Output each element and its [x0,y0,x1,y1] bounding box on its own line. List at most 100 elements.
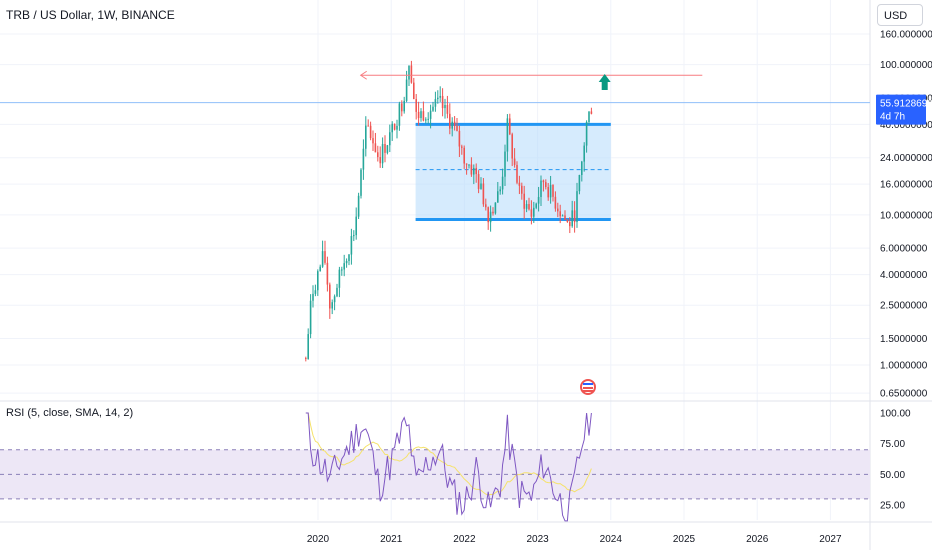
candle-body [518,182,521,186]
candle-body [585,121,588,146]
price-tick-label: 0.6500000 [880,389,928,400]
candle-body [357,195,360,217]
candle-body [501,176,504,190]
candle-body [314,290,317,294]
candle-body [396,125,398,130]
candle-body [485,204,487,208]
rsi-ma-line [305,412,592,496]
candle-body [552,184,554,197]
candle-body [329,284,331,309]
candle-body [449,113,451,129]
candle-body [461,146,463,148]
candle-body [417,111,420,119]
candle-body [379,157,381,164]
candle-body [545,182,547,188]
candle-body [350,235,353,255]
time-axis-label: 2021 [380,534,403,545]
rsi-indicator-title[interactable]: RSI (5, close, SMA, 14, 2) [6,407,134,419]
candle-body [386,145,389,153]
candle-body [576,191,578,223]
candle-body [533,207,535,217]
candle-body [307,334,309,359]
candle-body [554,196,557,209]
candle-body [393,123,396,130]
candle-body [362,148,365,170]
candle-body [590,111,593,114]
candle-body [453,121,456,127]
candle-body [458,130,461,147]
candle-body [415,99,417,112]
candle-body [489,211,492,223]
candle-body [588,111,590,122]
candle-body [343,263,345,270]
price-tick-label: 1.0000000 [880,361,928,372]
candle-body [535,203,537,208]
price-tick-label: 16.0000000 [880,180,932,191]
candle-body [439,95,441,98]
price-tick-label: 100.0000000 [880,60,932,71]
candle-body [561,215,564,217]
candle-body [384,144,386,153]
symbol-title[interactable]: TRB / US Dollar, 1W, BINANCE [6,8,175,22]
candle-body [403,100,405,112]
candle-body [317,271,319,291]
candle-body [573,210,576,223]
candle-body [451,121,453,129]
rsi-tick-label: 75.00 [880,439,905,450]
candle-body [521,185,523,194]
candle-body [566,219,569,222]
channel-fill [415,124,611,220]
candle-body [528,204,530,210]
time-axis-label: 2025 [673,534,696,545]
last-price-tag[interactable] [876,94,926,125]
candle-body [432,106,434,111]
candle-body [413,82,415,100]
candle-body [422,111,425,121]
candle-body [480,183,482,189]
candle-body [365,125,367,149]
economic-event-icon-stripe [583,390,593,392]
bar-countdown-label: 4d 7h [880,112,905,123]
candle-body [494,202,497,214]
candle-body [434,99,437,107]
candle-body [475,167,477,175]
currency-button[interactable]: USD [877,4,923,26]
candle-body [468,164,470,166]
candle-body [372,138,374,144]
candle-body [487,207,489,223]
candle-body [470,164,473,175]
candle-body [427,118,429,120]
candle-body [377,152,379,158]
up-arrow-icon[interactable] [598,74,611,90]
candle-body [333,296,336,303]
candle-body [446,104,449,114]
candle-body [465,163,468,165]
candle-body [341,269,343,271]
candle-body [437,97,439,100]
candle-body [530,209,533,217]
candle-body [429,110,432,119]
candle-body [492,211,494,214]
candle-body [374,143,377,153]
last-price-label: 55.9128692 [880,99,932,110]
candle-body [360,169,362,196]
resistance-arrow-left [359,70,367,80]
candle-body [504,151,506,177]
candle-body [305,357,307,359]
candle-body [321,251,324,267]
candle-body [497,191,499,203]
price-tick-label: 40.0000000 [880,120,932,131]
candle-body [578,175,581,192]
candle-body [571,210,573,227]
candle-body [547,187,549,198]
candle-body [391,123,393,133]
candle-body [408,65,410,80]
candle-body [583,145,585,162]
candle-body [444,104,446,109]
time-axis-label: 2026 [746,534,769,545]
candle-body [513,158,516,165]
price-tick-label: 2.5000000 [880,301,928,312]
economic-event-icon-stripe [583,387,593,389]
